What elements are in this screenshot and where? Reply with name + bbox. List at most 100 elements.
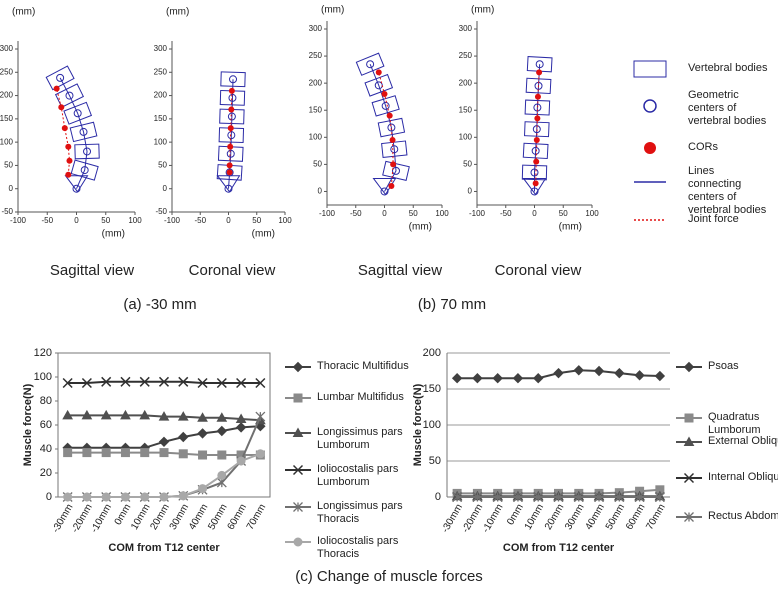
cor bbox=[533, 158, 540, 165]
y-tick-label: 100 bbox=[0, 137, 14, 146]
marker bbox=[158, 411, 170, 421]
x-tick-label: -10mm bbox=[480, 502, 505, 534]
y-tick-label: 0 bbox=[468, 187, 473, 196]
vertebral-body bbox=[45, 65, 75, 91]
marker bbox=[81, 409, 93, 420]
y-tick-label: 50 bbox=[313, 159, 322, 168]
marker bbox=[634, 492, 645, 502]
joint-force bbox=[56, 88, 70, 175]
y-tick-label: 50 bbox=[4, 161, 13, 170]
x-tick-label: 70mm bbox=[245, 502, 268, 532]
marker bbox=[654, 492, 665, 502]
y-tick-label: 150 bbox=[423, 383, 441, 395]
center-line bbox=[369, 64, 397, 192]
sacrum bbox=[64, 175, 89, 193]
view-title: Sagittal view bbox=[49, 262, 135, 279]
view-title: Sagittal view bbox=[357, 262, 443, 279]
y-tick-label: 20 bbox=[40, 467, 52, 479]
geometric-center bbox=[229, 75, 238, 84]
marker bbox=[573, 492, 584, 502]
y-tick-label: 200 bbox=[0, 91, 14, 100]
y-axis-label: (mm) bbox=[471, 5, 494, 16]
cor bbox=[65, 143, 72, 150]
x-tick-label: -100 bbox=[164, 216, 181, 225]
cor bbox=[532, 180, 539, 187]
view-title: Coronal view bbox=[188, 262, 276, 279]
y-tick-label: 0 bbox=[46, 491, 52, 503]
y-tick-label: 40 bbox=[40, 443, 52, 455]
marker bbox=[292, 361, 304, 373]
x-tick-label: 0 bbox=[532, 209, 537, 218]
cor bbox=[226, 162, 233, 169]
marker bbox=[177, 411, 189, 421]
y-tick-label: 250 bbox=[309, 51, 323, 60]
cor bbox=[58, 104, 65, 111]
cor bbox=[65, 171, 72, 178]
marker bbox=[63, 448, 73, 458]
geometric-center bbox=[390, 145, 399, 154]
x-axis-label: (mm) bbox=[102, 229, 125, 240]
y-tick-label: 300 bbox=[154, 44, 168, 53]
marker bbox=[216, 412, 228, 422]
y-tick-label: 100 bbox=[34, 371, 52, 383]
geometric-center bbox=[226, 149, 235, 158]
x-tick-label: 50 bbox=[559, 209, 568, 218]
marker bbox=[593, 365, 605, 377]
x-axis-label: COM from T12 center bbox=[503, 542, 615, 554]
legend-label: Joint force bbox=[688, 213, 739, 225]
marker bbox=[100, 409, 112, 420]
marker bbox=[235, 413, 247, 423]
geometric-center bbox=[535, 60, 544, 69]
marker bbox=[292, 464, 304, 476]
geometric-center bbox=[366, 60, 375, 69]
marker bbox=[216, 425, 228, 437]
y-tick-label: 0 bbox=[318, 187, 323, 196]
marker bbox=[255, 449, 265, 459]
x-tick-label: 50 bbox=[409, 209, 418, 218]
y-tick-label: 0 bbox=[163, 184, 168, 193]
y-tick-label: 200 bbox=[154, 91, 168, 100]
geometric-center bbox=[65, 91, 74, 100]
marker bbox=[217, 470, 227, 480]
marker bbox=[159, 448, 169, 458]
y-tick-label: 250 bbox=[459, 51, 473, 60]
x-axis-label: COM from T12 center bbox=[108, 542, 220, 554]
geometric-center bbox=[530, 187, 539, 196]
marker bbox=[293, 393, 303, 403]
marker bbox=[139, 376, 150, 387]
cor bbox=[227, 125, 234, 132]
geometric-center bbox=[83, 147, 92, 156]
marker bbox=[292, 427, 304, 437]
cor bbox=[61, 125, 68, 132]
marker bbox=[159, 492, 169, 502]
marker bbox=[683, 472, 695, 484]
marker bbox=[101, 492, 111, 502]
y-tick-label: 200 bbox=[459, 78, 473, 87]
marker bbox=[451, 372, 463, 384]
marker bbox=[81, 377, 92, 389]
legend-label: Longissimus pars Lumborum bbox=[317, 426, 403, 451]
x-axis-label: (mm) bbox=[252, 229, 275, 240]
cor bbox=[536, 69, 543, 76]
marker bbox=[235, 422, 247, 433]
marker bbox=[158, 436, 170, 448]
marker bbox=[236, 377, 247, 389]
geometric-center bbox=[530, 168, 539, 177]
marker bbox=[614, 367, 625, 379]
marker bbox=[178, 491, 188, 501]
marker bbox=[198, 484, 208, 494]
legend-label: Geometric centers of vertebral bodies bbox=[688, 89, 767, 127]
y-tick-label: 200 bbox=[423, 347, 441, 359]
x-tick-label: -100 bbox=[469, 209, 486, 218]
marker bbox=[216, 377, 227, 389]
x-tick-label: 100 bbox=[278, 216, 292, 225]
caption: (c) Change of muscle forces bbox=[295, 568, 483, 585]
marker bbox=[573, 365, 584, 376]
legend-label: Longissimus pars Thoracis bbox=[317, 500, 403, 525]
marker bbox=[101, 376, 112, 387]
y-tick-label: 150 bbox=[154, 114, 168, 123]
y-tick-label: 50 bbox=[158, 161, 167, 170]
y-tick-label: 300 bbox=[459, 24, 473, 33]
geometric-center bbox=[56, 73, 65, 82]
x-axis-label: (mm) bbox=[559, 222, 582, 233]
